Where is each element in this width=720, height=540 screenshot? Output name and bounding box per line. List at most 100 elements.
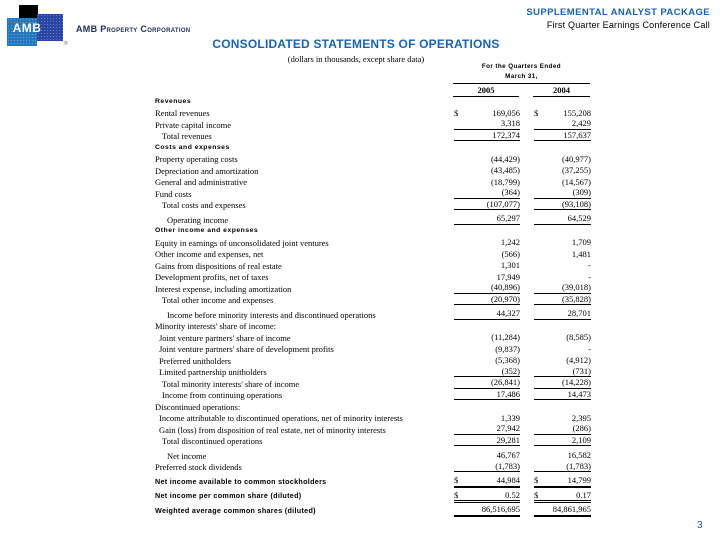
package-subtitle: First Quarter Earnings Conference Call: [546, 20, 710, 30]
amount: 16,582: [567, 450, 591, 460]
amount: (40,977): [561, 153, 591, 164]
value-2004: (35,828): [534, 294, 591, 305]
value-2005: (1,783): [454, 460, 520, 472]
row-label: Limited partnership unitholders: [159, 367, 267, 377]
row-label: Joint venture partners' share of income: [159, 332, 291, 343]
year-header-2005: 2005: [453, 85, 519, 97]
amount: 44,984: [496, 475, 520, 485]
amount: (5,368): [495, 355, 520, 365]
amount: (731): [572, 365, 591, 376]
value-2004: [534, 152, 591, 153]
amount: (1,783): [495, 460, 520, 471]
table-row: Minority interests' share of income:: [155, 320, 591, 332]
amount: 1,242: [500, 237, 520, 247]
row-label: Net income per common share (diluted): [155, 491, 302, 500]
row-label: Total minority interests' share of incom…: [162, 378, 300, 389]
row-label: Equity in earnings of unconsolidated joi…: [155, 237, 329, 248]
table-row: Private capital income 3,318 2,429: [155, 118, 591, 130]
value-2004: 157,637: [534, 130, 591, 141]
value-2005: $44,984: [454, 475, 520, 488]
amount: (40,896): [490, 282, 520, 292]
package-header: SUPPLEMENTAL ANALYST PACKAGE First Quart…: [526, 7, 710, 30]
table-row: Gain (loss) from disposition of real est…: [155, 423, 591, 435]
logo-black-square: [19, 5, 38, 18]
amount: 86,516,695: [481, 504, 520, 514]
row-label: Joint venture partners' share of develop…: [159, 344, 334, 354]
row-label: Gains from dispositions of real estate: [155, 260, 282, 271]
logo-dark-blue-square: [37, 14, 63, 41]
row-label: Rental revenues: [155, 108, 210, 118]
table-row: Other income and expenses: [155, 225, 591, 237]
value-2005: 172,374: [454, 130, 520, 141]
table-row: Total costs and expenses (107,077) (93,108…: [155, 198, 591, 210]
table-row: Operating income 65,297 64,529: [155, 213, 591, 225]
row-label: Operating income: [167, 214, 229, 225]
value-2004: -: [534, 260, 591, 271]
amount: (286): [572, 423, 591, 433]
value-2004: (731): [534, 365, 591, 377]
value-2004: (37,255): [534, 165, 591, 176]
value-2005: 65,297: [454, 213, 520, 225]
amount: (8,585): [566, 332, 591, 342]
value-2005: 29,281: [454, 434, 520, 446]
table-row: Total discontinued operations 29,281 2,109: [155, 434, 591, 446]
value-2005: [454, 411, 520, 412]
value-2005: 86,516,695: [454, 504, 520, 517]
row-label: Income attributable to discontinued oper…: [159, 413, 403, 423]
value-2004: 2,395: [534, 413, 591, 424]
amount: 65,297: [496, 213, 520, 223]
amount: -: [588, 260, 591, 270]
year-header-2004: 2004: [533, 85, 590, 97]
value-2005: [454, 106, 520, 107]
company-name: AMB Property Corporation: [76, 24, 191, 34]
value-2004: (14,567): [534, 177, 591, 188]
amount: 1,301: [500, 260, 520, 270]
amount: (107,077): [486, 198, 520, 209]
statement-table: Revenues Rental revenues $169,056 $155,208 P…: [155, 95, 591, 517]
value-2005: 1,242: [454, 237, 520, 248]
amount: (93,108): [561, 198, 591, 209]
row-label: Fund costs: [155, 188, 192, 199]
dollar-sign: $: [534, 107, 539, 118]
value-2004: $14,799: [534, 475, 591, 488]
amount: 2,109: [571, 434, 591, 445]
amount: 44,327: [496, 308, 520, 318]
value-2005: 17,949: [454, 272, 520, 283]
page-subtitle: (dollars in thousands, except share data…: [287, 54, 425, 64]
table-row: Total other income and expenses (20,970) (…: [155, 294, 591, 305]
amount: (14,567): [561, 176, 591, 187]
value-2005: (11,284): [454, 332, 520, 343]
value-2004: $155,208: [534, 108, 591, 119]
table-row: Income before minority interests and dis…: [155, 308, 591, 320]
period-header-line2: March 31,: [505, 73, 538, 80]
value-2005: $169,056: [454, 108, 520, 119]
amount: (43,485): [490, 165, 520, 175]
value-2004: 14,473: [534, 388, 591, 400]
row-label: Discontinued operations:: [155, 401, 241, 412]
amount: 17,949: [496, 271, 520, 282]
value-2004: (1,783): [534, 460, 591, 472]
row-label: Preferred unitholders: [159, 355, 231, 366]
row-label: Total discontinued operations: [162, 436, 263, 446]
value-2004: -: [534, 272, 591, 283]
period-column-header: For the Quarters Ended March 31, 2005 20…: [453, 63, 590, 97]
table-row: Joint venture partners' share of develop…: [155, 343, 591, 355]
row-label: Other income and expenses: [155, 227, 259, 234]
value-2005: 46,767: [454, 450, 520, 461]
value-2005: [454, 331, 520, 332]
logo-light-blue-square: [7, 18, 37, 46]
amount: 29,281: [496, 434, 520, 445]
amount: 84,861,965: [552, 504, 591, 514]
row-label: Income before minority interests and dis…: [167, 309, 376, 320]
amount: 64,529: [567, 213, 591, 223]
value-2004: (286): [534, 423, 591, 435]
table-row: General and administrative (18,799) (14,56…: [155, 176, 591, 188]
page-title: CONSOLIDATED STATEMENTS OF OPERATIONS: [212, 37, 500, 51]
page-number: 3: [697, 520, 703, 531]
dollar-sign: $: [454, 489, 459, 500]
amount: 14,473: [567, 388, 591, 399]
amount: (11,284): [491, 332, 520, 342]
amount: (1,783): [566, 460, 591, 471]
value-2004: [534, 236, 591, 237]
dollar-sign: $: [454, 475, 459, 485]
